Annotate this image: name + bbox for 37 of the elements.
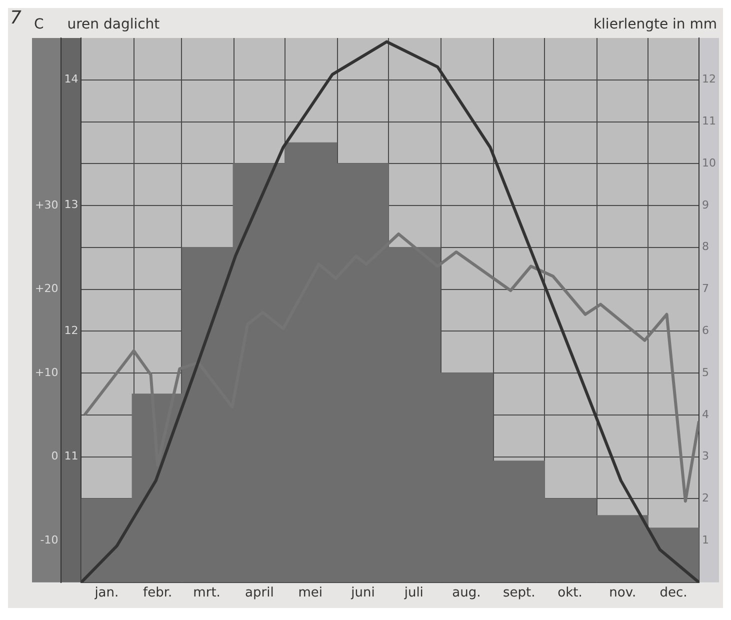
y2-tick-label: 14 <box>64 72 78 86</box>
y3-tick-label: 5 <box>702 366 710 379</box>
x-tick-label: jan. <box>94 586 119 601</box>
y2-tick-label: 13 <box>64 198 78 212</box>
x-tick-label: dec. <box>660 586 688 601</box>
x-tick-label: nov. <box>609 586 636 601</box>
y-tick-label: +10 <box>34 366 58 379</box>
y-tick-label: +30 <box>34 198 58 212</box>
x-tick-label: juli <box>403 586 424 601</box>
x-tick-label: mrt. <box>193 586 220 601</box>
y3-tick-label: 6 <box>702 324 710 337</box>
y3-tick-label: 7 <box>702 282 710 296</box>
y-tick-label: -10 <box>40 533 58 546</box>
text: 7 <box>10 8 22 29</box>
y2-tick-label: 12 <box>64 324 78 337</box>
y-tick-label: +20 <box>34 282 58 296</box>
y3-tick-label: 3 <box>702 450 710 463</box>
y3-tick-label: 11 <box>702 114 716 128</box>
y3-tick-label: 2 <box>702 492 710 505</box>
x-tick-label: sept. <box>502 586 536 601</box>
x-tick-label: okt. <box>558 586 582 601</box>
y3-tick-label: 8 <box>702 240 710 254</box>
y-axis-title: C <box>34 16 44 33</box>
y3-axis-title: klierlengte in mm <box>593 16 717 33</box>
y3-tick-label: 10 <box>702 156 716 170</box>
x-tick-label: febr. <box>143 586 172 601</box>
y-tick-label: 0 <box>51 450 58 463</box>
y3-tick-label: 1 <box>702 533 710 546</box>
x-tick-label: aug. <box>452 586 481 601</box>
x-tick-label: april <box>245 586 274 601</box>
y3-tick-label: 9 <box>702 198 710 212</box>
y3-tick-label: 12 <box>702 72 716 86</box>
x-tick-label: mei <box>298 586 322 601</box>
y2-axis-title: uren daglicht <box>67 16 160 33</box>
y2-tick-label: 11 <box>64 450 78 463</box>
x-tick-label: juni <box>350 586 375 601</box>
y3-tick-label: 4 <box>702 408 710 421</box>
